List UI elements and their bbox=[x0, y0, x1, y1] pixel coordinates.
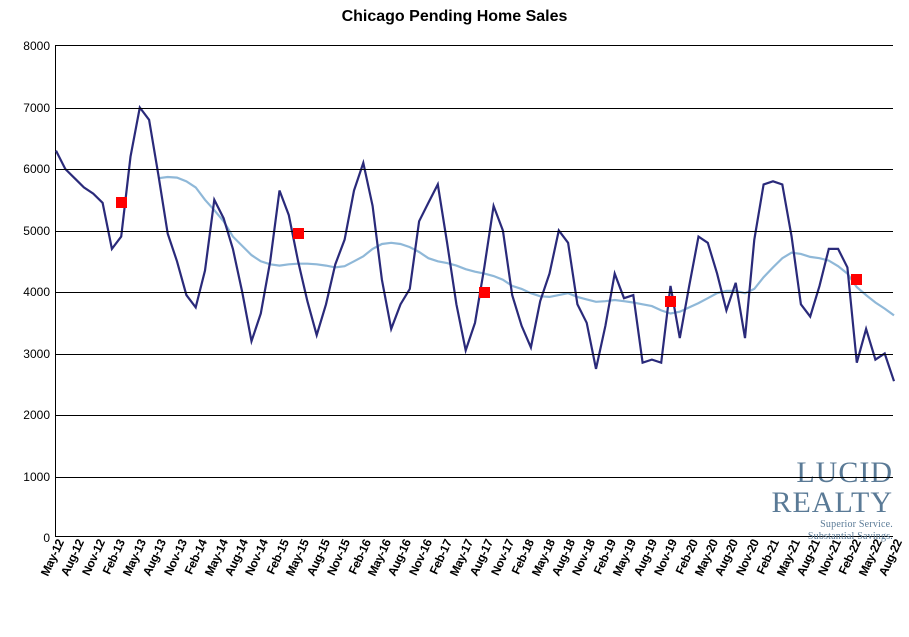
highlight-marker bbox=[116, 197, 127, 208]
y-axis-tick-label: 6000 bbox=[23, 162, 56, 176]
y-axis-tick-label: 8000 bbox=[23, 39, 56, 53]
highlight-marker bbox=[293, 228, 304, 239]
logo-tag1: Superior Service. bbox=[771, 520, 893, 530]
gridline bbox=[56, 292, 893, 293]
x-axis-labels: May-12Aug-12Nov-12Feb-13May-13Aug-13Nov-… bbox=[56, 536, 893, 636]
main-line bbox=[56, 108, 894, 382]
highlight-marker bbox=[851, 274, 862, 285]
highlight-marker bbox=[479, 287, 490, 298]
y-axis-tick-label: 5000 bbox=[23, 224, 56, 238]
logo: LUCID REALTY Superior Service. Substanti… bbox=[771, 458, 893, 542]
y-axis-tick-label: 3000 bbox=[23, 347, 56, 361]
logo-tag2: Substantial Savings. bbox=[771, 532, 893, 542]
gridline bbox=[56, 354, 893, 355]
y-axis-tick-label: 7000 bbox=[23, 101, 56, 115]
gridline bbox=[56, 108, 893, 109]
gridline bbox=[56, 231, 893, 232]
gridline bbox=[56, 169, 893, 170]
logo-line1: LUCID bbox=[771, 458, 893, 488]
plot-area: May-12Aug-12Nov-12Feb-13May-13Aug-13Nov-… bbox=[55, 45, 893, 537]
y-axis-tick-label: 0 bbox=[43, 531, 56, 545]
gridline bbox=[56, 477, 893, 478]
y-axis-tick-label: 1000 bbox=[23, 470, 56, 484]
y-axis-tick-label: 4000 bbox=[23, 285, 56, 299]
gridline bbox=[56, 415, 893, 416]
highlight-marker bbox=[665, 296, 676, 307]
logo-line2: REALTY bbox=[771, 488, 893, 518]
chart-title: Chicago Pending Home Sales bbox=[0, 8, 909, 26]
y-axis-tick-label: 2000 bbox=[23, 408, 56, 422]
